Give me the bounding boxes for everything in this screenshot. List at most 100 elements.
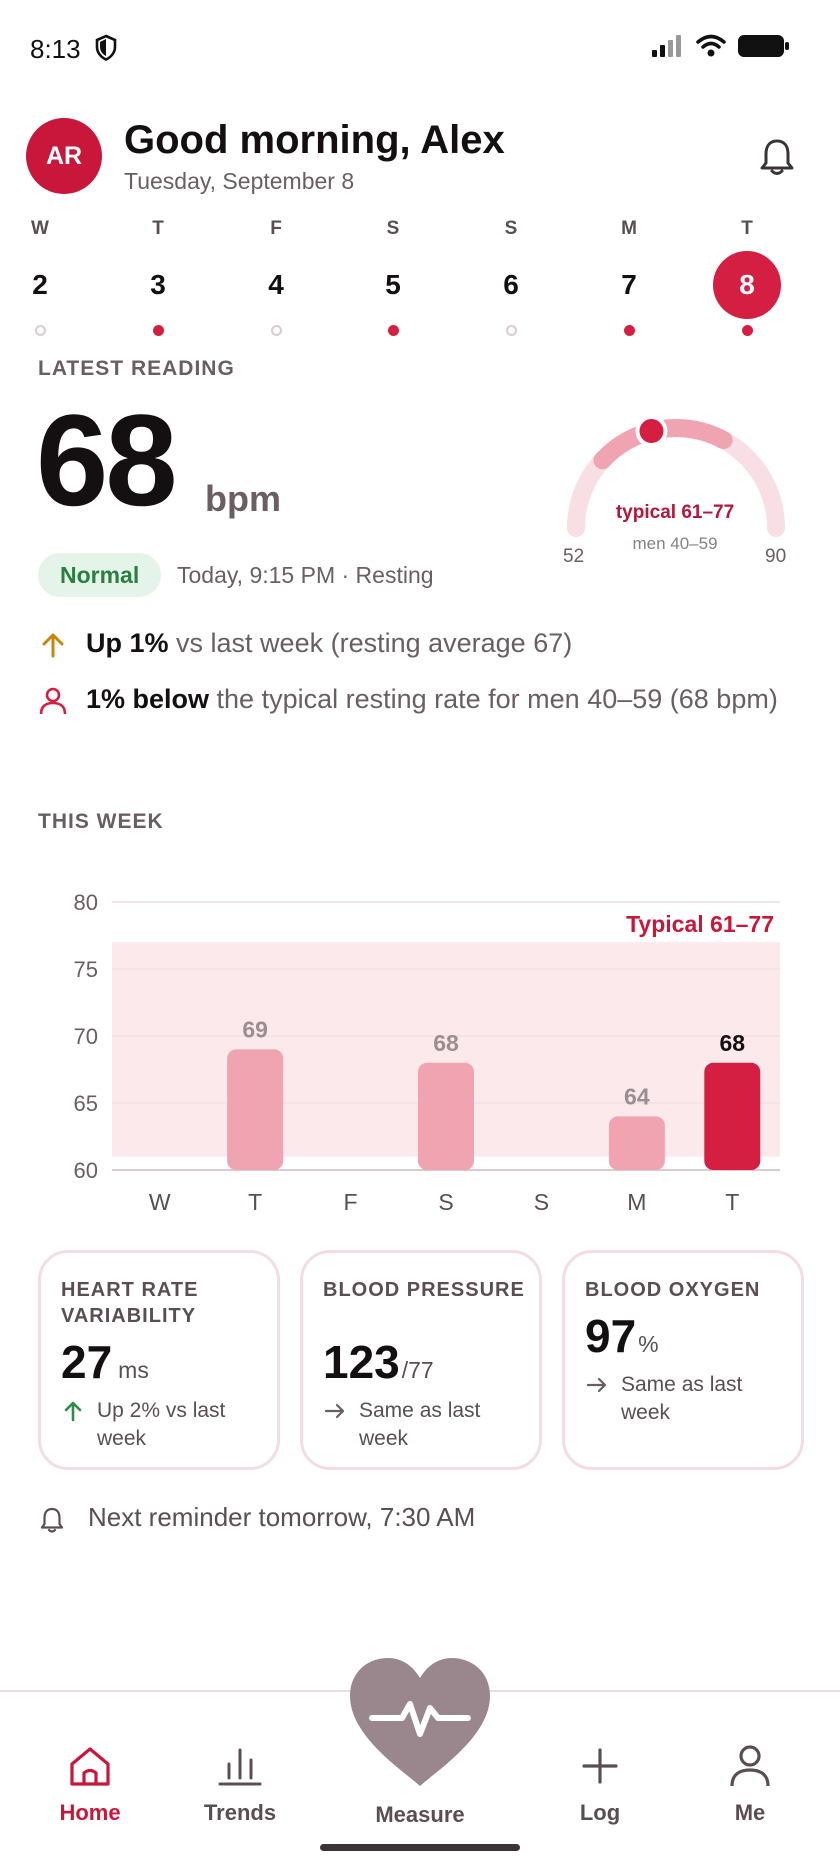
card-unit: % xyxy=(638,1331,659,1357)
blood-oxygen-card[interactable]: BLOOD OXYGEN 97% Same as last week xyxy=(562,1250,804,1470)
nav-log[interactable]: Log xyxy=(540,1742,660,1826)
heart-rate-gauge: typical 61–77 men 40–59 52 90 xyxy=(560,400,800,580)
card-number: 27 xyxy=(61,1336,113,1388)
card-title: BLOOD PRESSURE xyxy=(323,1279,525,1301)
this-week-label: THIS WEEK xyxy=(38,810,164,833)
card-title: BLOOD OXYGEN xyxy=(585,1279,761,1301)
nav-home[interactable]: Home xyxy=(30,1742,150,1826)
reading-indicator xyxy=(623,325,635,336)
weekly-heart-rate-chart: 80 75 70 65 60 Typical 61–77 W T 69 F S 68 S M 64 T 68 xyxy=(40,870,800,1230)
x-tick-label: F xyxy=(344,1189,358,1215)
plus-icon xyxy=(582,1748,618,1784)
data-label: 69 xyxy=(242,1016,268,1042)
insight-bold: Up 1% xyxy=(86,628,169,658)
day-letter: F xyxy=(270,218,282,239)
day-letter: S xyxy=(386,218,400,239)
x-tick-label: S xyxy=(534,1189,549,1215)
nav-label-measure[interactable]: Measure xyxy=(375,1802,465,1827)
card-trend: Same as last week xyxy=(585,1371,795,1431)
bell-icon xyxy=(760,139,794,175)
day-number: 6 xyxy=(503,269,519,300)
card-trend: Up 2% vs last week xyxy=(61,1397,271,1457)
nav-label: Home xyxy=(59,1800,121,1825)
bar-chart-icon xyxy=(218,1748,262,1786)
reminder-text: Next reminder tomorrow, 7:30 AM xyxy=(88,1502,476,1532)
status-indicators xyxy=(652,34,790,58)
card-number: 97 xyxy=(585,1310,637,1362)
status-bar: 8:13 xyxy=(0,0,840,100)
gauge-typical-range: typical 61–77 xyxy=(615,502,735,523)
day-item[interactable]: M 7 xyxy=(589,215,669,336)
day-letter: S xyxy=(504,218,518,239)
day-number: 7 xyxy=(621,269,637,300)
insight-bold: 1% below xyxy=(86,684,210,714)
card-unit: /77 xyxy=(401,1357,434,1383)
card-trend-text: Same as last week xyxy=(621,1373,743,1424)
arrow-right-icon xyxy=(586,1377,607,1393)
signal-icon xyxy=(652,35,681,57)
latest-reading-label: LATEST READING xyxy=(38,357,235,380)
chart-canvas: 80 75 70 65 60 Typical 61–77 W T 69 F S 68 S M 64 T 68 xyxy=(74,890,780,1215)
status-badge: Normal xyxy=(38,553,162,597)
x-tick-label: W xyxy=(149,1189,171,1215)
day-number: 5 xyxy=(385,269,401,300)
day-item[interactable]: F 4 xyxy=(236,215,316,336)
insight-text: 1% below the typical resting rate for me… xyxy=(86,678,826,720)
day-letter: W xyxy=(31,218,49,239)
data-label: 68 xyxy=(719,1030,745,1056)
card-trend-text: Same as last week xyxy=(359,1399,481,1450)
header: AR Good morning, Alex Tuesday, September… xyxy=(0,110,840,210)
nav-me[interactable]: Me xyxy=(690,1742,810,1826)
hrv-card[interactable]: HEART RATE VARIABILITY 27 ms Up 2% vs las… xyxy=(38,1250,280,1470)
x-tick-label: S xyxy=(438,1189,453,1215)
current-date: Tuesday, September 8 xyxy=(124,168,355,194)
day-item[interactable]: W 2 xyxy=(0,215,80,336)
avatar[interactable]: AR xyxy=(26,118,102,194)
day-item-selected[interactable]: T 8 xyxy=(707,215,787,336)
bottom-navigation: Home Trends Measure Log Me xyxy=(0,1658,840,1870)
nav-label: Me xyxy=(734,1800,766,1825)
y-tick-label: 60 xyxy=(74,1158,98,1183)
card-value: 123/77 xyxy=(323,1335,434,1389)
person-icon xyxy=(39,687,67,715)
reading-indicator xyxy=(152,325,164,336)
weekly-trend-insight: Up 1% vs last week (resting average 67) xyxy=(38,622,808,670)
band-label: Typical 61–77 xyxy=(626,911,774,937)
status-time: 8:13 xyxy=(30,34,81,64)
nav-label: Trends xyxy=(203,1800,277,1825)
y-tick-label: 65 xyxy=(74,1091,98,1116)
nav-trends[interactable]: Trends xyxy=(180,1742,300,1826)
card-trend-text: Up 2% vs last week xyxy=(97,1399,226,1450)
day-number: 4 xyxy=(268,269,284,300)
card-number: 123 xyxy=(323,1336,400,1388)
day-item[interactable]: S 5 xyxy=(353,215,433,336)
day-number: 3 xyxy=(150,269,166,300)
arrow-up-icon xyxy=(64,1401,82,1422)
insight-text: Up 1% vs last week (resting average 67) xyxy=(86,622,826,664)
day-item[interactable]: S 6 xyxy=(471,215,551,336)
reading-indicator xyxy=(505,325,517,336)
pulse-icon xyxy=(369,1701,471,1737)
measure-heart-button[interactable] xyxy=(350,1658,490,1788)
day-number: 8 xyxy=(713,251,781,319)
y-tick-label: 70 xyxy=(74,1024,98,1049)
gauge-marker xyxy=(635,415,668,448)
day-letter: T xyxy=(741,218,753,239)
heart-rate-unit: bpm xyxy=(205,478,281,519)
home-icon xyxy=(70,1747,110,1786)
bar xyxy=(418,1062,474,1170)
card-title: HEART RATE VARIABILITY xyxy=(61,1279,199,1327)
blood-pressure-card[interactable]: BLOOD PRESSURE 123/77 Same as last week xyxy=(300,1250,542,1470)
insight-rest: vs last week (resting average 67) xyxy=(168,628,573,658)
day-item[interactable]: T 3 xyxy=(118,215,198,336)
shield-icon xyxy=(95,34,117,61)
card-value: 27 ms xyxy=(61,1335,149,1389)
wifi-icon xyxy=(696,34,726,57)
bar xyxy=(227,1049,284,1170)
arrow-up-icon xyxy=(42,633,64,658)
bar xyxy=(704,1062,761,1170)
greeting-title: Good morning, Alex xyxy=(124,118,505,162)
nav-label: Log xyxy=(579,1800,621,1825)
notifications-button[interactable] xyxy=(754,134,800,180)
y-tick-label: 75 xyxy=(74,957,98,982)
